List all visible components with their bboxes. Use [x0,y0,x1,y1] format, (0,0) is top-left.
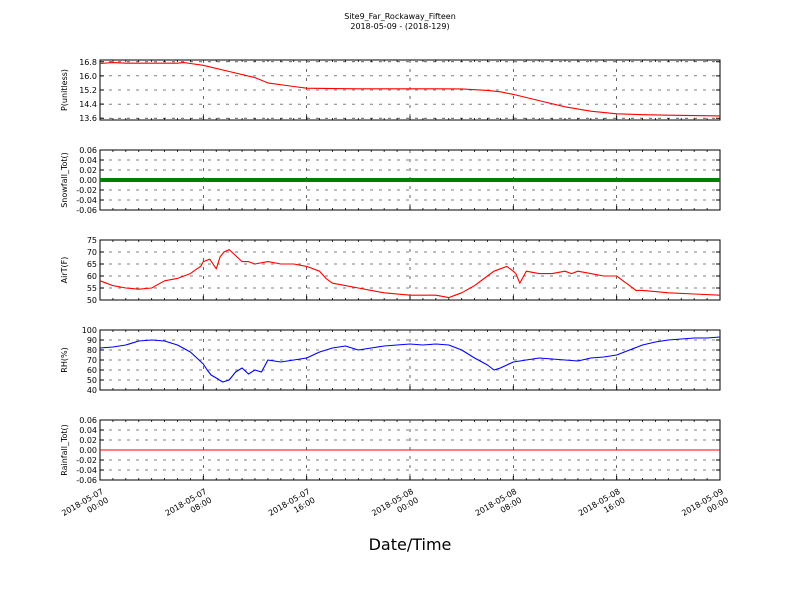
y-tick-label: 0.06 [79,416,97,425]
x-axis-label: Date/Time [369,535,452,554]
y-axis-label: Snowfall_Tot() [60,152,69,208]
y-tick-label: -0.04 [76,466,97,475]
y-tick-label: 16.0 [79,72,97,81]
y-tick-label: -0.06 [76,206,97,215]
y-tick-label: 60 [87,272,97,281]
y-tick-label: 70 [87,248,97,257]
series-line [99,62,721,117]
series-line [99,249,721,299]
y-tick-label: 65 [87,260,97,269]
y-tick-label: 50 [87,296,97,305]
y-tick-label: 15.2 [79,86,97,95]
panel-5: 0.060.040.020.00-0.02-0.04-0.06 Rainfall_… [60,416,721,485]
y-tick-label: 0.02 [79,166,97,175]
y-tick-label: 0.04 [79,156,97,165]
y-tick-label: 60 [87,366,97,375]
y-tick-label: 50 [87,376,97,385]
y-tick-label: 100 [82,326,97,335]
y-tick-label: -0.06 [76,476,97,485]
y-tick-label: 0.00 [79,446,97,455]
y-tick-label: 14.4 [79,100,97,109]
y-tick-label: -0.04 [76,196,97,205]
y-tick-label: 90 [87,336,97,345]
y-tick-label: 55 [87,284,97,293]
panels: 16.816.015.214.413.6P(unitless)0.060.040… [60,58,721,485]
y-tick-label: 13.6 [79,114,97,123]
y-tick-label: 0.00 [79,176,97,185]
series-line [99,336,721,383]
y-axis-label: RH(%) [60,347,69,372]
panel-3: 75 70 65 60 55 50 AirT(F) [60,236,721,305]
figure-title-line1: Site9_Far_Rockaway_Fifteen [344,12,456,21]
y-tick-label: 75 [87,236,97,245]
y-axis-label: P(unitless) [60,69,69,111]
y-axis-label: AirT(F) [60,257,69,284]
y-tick-label: 0.04 [79,426,97,435]
y-tick-label: 80 [87,346,97,355]
y-tick-label: 0.02 [79,436,97,445]
y-tick-label: -0.02 [76,456,97,465]
panel-1: 16.8 16.0 15.2 14.4 13.6 P(unitless) [60,58,721,123]
figure-title-line2: 2018-05-09 - (2018-129) [350,22,449,31]
y-tick-label: 16.8 [79,58,97,67]
y-axis-label: Rainfall_Tot() [60,424,69,476]
y-tick-label: -0.02 [76,186,97,195]
y-tick-label: 70 [87,356,97,365]
y-tick-label: 0.06 [79,146,97,155]
panel-2: 0.060.040.020.00-0.02-0.04-0.06 Snowfall_… [60,146,721,215]
y-tick-label: 40 [87,386,97,395]
